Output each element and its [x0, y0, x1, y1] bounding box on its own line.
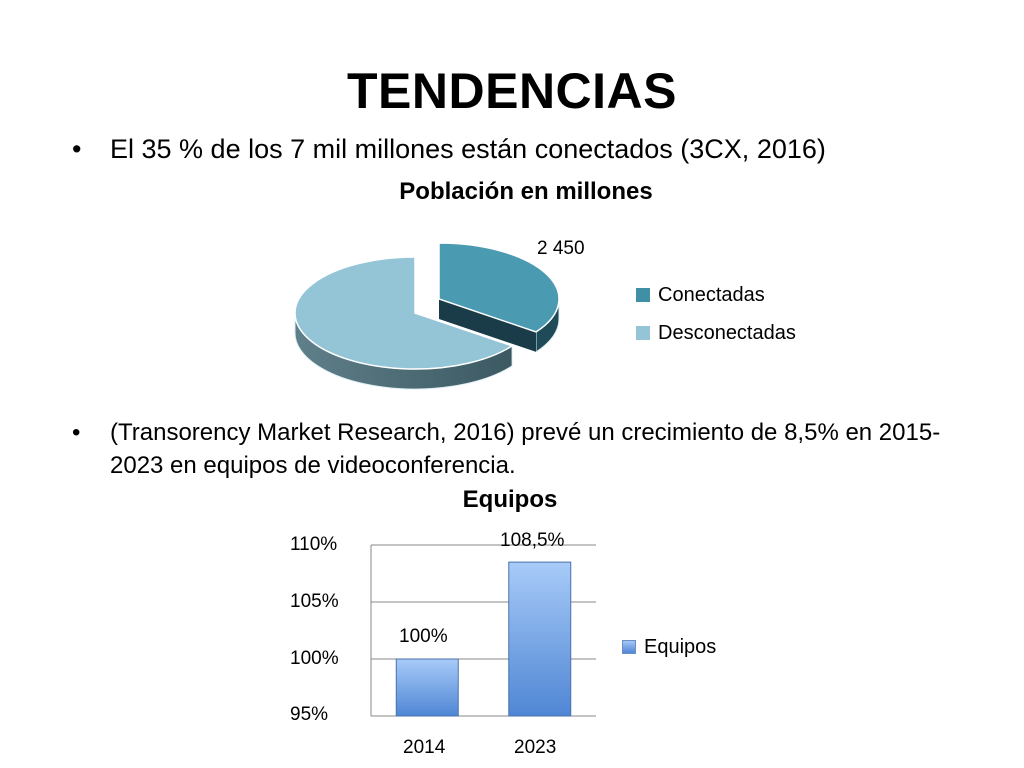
bar-2023 — [508, 561, 572, 717]
legend-swatch — [622, 640, 636, 654]
legend-item-equipos: Equipos — [622, 634, 716, 672]
y-tick-label: 100% — [290, 648, 339, 669]
bullet-item: • El 35 % de los 7 mil millones están co… — [72, 132, 972, 166]
bullet-text: (Transorency Market Research, 2016) prev… — [110, 419, 941, 479]
bar-chart — [370, 544, 596, 717]
legend-item-conectadas: Conectadas — [636, 282, 796, 320]
bar-data-label: 108,5% — [500, 530, 565, 551]
pie-slice-conectadas — [438, 242, 560, 353]
bullet-dot: • — [72, 134, 82, 164]
pie-slice-desconectadas — [294, 256, 514, 390]
bullet-item: • (Transorency Market Research, 2016) pr… — [72, 416, 972, 482]
y-tick-label: 95% — [290, 704, 329, 725]
bar-legend: Equipos — [622, 634, 716, 672]
legend-label: Desconectadas — [658, 322, 796, 344]
legend-item-desconectadas: Desconectadas — [636, 320, 796, 358]
slide-title: TENDENCIAS — [346, 63, 678, 119]
bar-chart-title: Equipos — [462, 486, 558, 513]
pie-data-label: 2 450 — [537, 238, 585, 259]
pie-chart — [294, 242, 560, 390]
legend-label: Equipos — [644, 636, 717, 658]
pie-slice-cut — [439, 299, 537, 352]
bullet-dot: • — [72, 419, 81, 446]
y-tick-label: 110% — [290, 534, 338, 555]
pie-slice-top — [438, 242, 560, 333]
y-tick-label: 105% — [290, 591, 339, 612]
bullet-text: El 35 % de los 7 mil millones están cone… — [110, 134, 826, 164]
pie-chart-title: Población en millones — [399, 178, 653, 205]
legend-swatch — [636, 326, 650, 340]
legend-swatch — [636, 288, 650, 302]
x-tick-label: 2023 — [514, 737, 557, 758]
legend-label: Conectadas — [658, 284, 765, 306]
pie-slice-top — [294, 256, 514, 370]
bar-2014 — [395, 658, 459, 717]
bar-data-label: 100% — [399, 626, 448, 647]
pie-legend: Conectadas Desconectadas — [636, 282, 796, 358]
x-tick-label: 2014 — [403, 737, 446, 758]
